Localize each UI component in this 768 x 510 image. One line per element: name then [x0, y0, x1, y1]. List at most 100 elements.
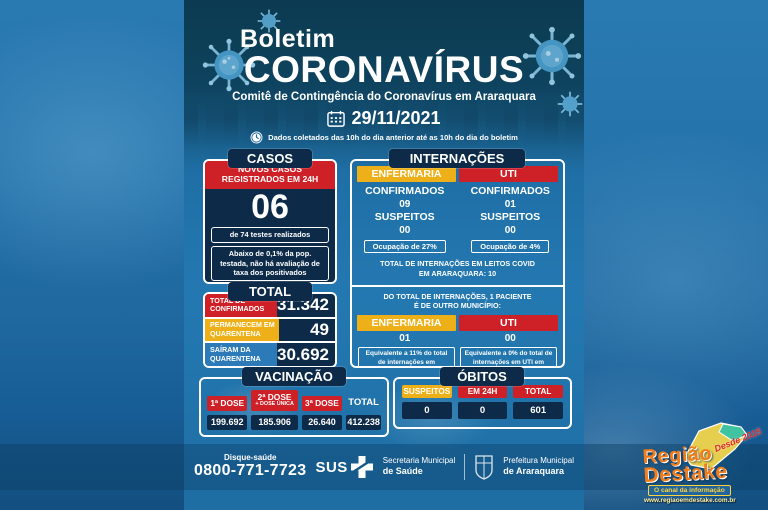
- sairam-quarentena-value: 30.692: [277, 343, 335, 366]
- dose2-label-sub: + DOSE ÚNICA: [255, 401, 294, 408]
- virus-icon: [557, 91, 583, 117]
- obitos-total-label: TOTAL: [513, 385, 564, 398]
- dose1-value: 199.692: [207, 415, 248, 430]
- total-beds-note: TOTAL DE INTERNAÇÕES EM LEITOS COVID EM …: [380, 259, 535, 278]
- health-hotline: Disque-saúde 0800-771-7723: [194, 453, 306, 481]
- sairam-quarentena-label: SAÍRAM DA QUARENTENA: [205, 343, 277, 366]
- confirmados-label: CONFIRMADOS: [365, 185, 445, 197]
- obitos-24h-value: 0: [457, 402, 508, 419]
- vac-total-label: TOTAL: [348, 396, 379, 408]
- dose2-label-main: 2ª DOSE: [257, 391, 292, 402]
- casos-panel: NOVOS CASOS REGISTRADOS EM 24H 06 de 74 …: [203, 159, 337, 284]
- equivalence-row: Equivalente a 11% do total de internaçõe…: [358, 347, 557, 366]
- sus-text: SUS: [315, 458, 348, 476]
- bulletin-card: Boletim CORONAVÍRUS Comitê de Contingênc…: [184, 0, 584, 510]
- casos-header: CASOS: [228, 149, 312, 168]
- sao-paulo-map-icon: [684, 422, 748, 470]
- obitos-total-value: 601: [513, 402, 564, 419]
- ward-stats: CONFIRMADOS 09 SUSPEITOS 00 CONFIRMADOS …: [352, 185, 563, 237]
- city-skyline-texture: [184, 96, 584, 148]
- total-panel: TOTAL DE CONFIRMADOS 31.342 PERMANECEM E…: [203, 292, 337, 368]
- prefeitura-line1: Prefeitura Municipal: [503, 456, 574, 466]
- uti-occupancy: Ocupação de 4%: [471, 240, 550, 254]
- prefeitura-line2: de Araraquara: [503, 466, 564, 477]
- dose2-value: 185.906: [251, 415, 298, 430]
- dose1-label: 1ª DOSE: [207, 395, 248, 411]
- other-city-note: DO TOTAL DE INTERNAÇÕES, 1 PACIENTE É DE…: [383, 291, 532, 311]
- other-enfermaria-value: 01: [399, 333, 411, 345]
- secretaria-line2: de Saúde: [382, 466, 423, 477]
- collection-note-row: Dados coletados das 10h do dia anterior …: [184, 131, 584, 144]
- virus-icon: [257, 9, 281, 33]
- dose2-label: 2ª DOSE + DOSE ÚNICA: [251, 389, 298, 411]
- vacinacao-header: VACINAÇÃO: [242, 367, 346, 386]
- dose3-label: 3ª DOSE: [301, 395, 343, 411]
- new-cases-value: 06: [251, 187, 289, 226]
- brand-tagline: O canal da informação: [648, 485, 731, 496]
- suspeitos-label: SUSPEITOS: [374, 211, 435, 224]
- brand-url: www.regiaoemdestake.com.br: [644, 497, 736, 504]
- prefeitura-block: Prefeitura Municipal de Araraquara: [503, 456, 574, 477]
- bulletin-date: 29/11/2021: [351, 108, 441, 128]
- footer-divider: [464, 454, 466, 480]
- vacinacao-panel: 1ª DOSE 199.692 2ª DOSE + DOSE ÚNICA 185.…: [199, 377, 389, 437]
- table-row: PERMANECEM EM QUARENTENA 49: [205, 318, 335, 344]
- page-title: CORONAVÍRUS: [243, 49, 525, 90]
- other-city-headers: ENFERMARIA UTI: [357, 315, 558, 332]
- sus-logo: SUS: [315, 455, 373, 479]
- tests-note: de 74 testes realizados: [211, 227, 329, 243]
- obitos-suspeitos-value: 0: [402, 402, 452, 419]
- subtitle: Comitê de Contingência do Coronavírus em…: [232, 91, 536, 103]
- dose2-column: 2ª DOSE + DOSE ÚNICA 185.906: [251, 384, 298, 430]
- internacoes-panel: ENFERMARIA UTI CONFIRMADOS 09 SUSPEITOS …: [350, 159, 565, 368]
- quarentena-value: 49: [279, 318, 335, 342]
- enfermaria-header: ENFERMARIA: [357, 166, 456, 182]
- other-city-values: 01 00: [352, 333, 563, 344]
- enfermaria-equivalence-note: Equivalente a 11% do total de internaçõe…: [358, 347, 455, 366]
- city-crest-icon: [475, 454, 493, 480]
- new-cases-banner: NOVOS CASOS REGISTRADOS EM 24H: [205, 161, 335, 189]
- clock-icon: [250, 131, 263, 144]
- uti-header: UTI: [459, 166, 558, 182]
- secretaria-line1: Secretaria Municipal: [382, 456, 456, 466]
- total-header: TOTAL: [228, 282, 312, 301]
- confirmados-label: CONFIRMADOS: [470, 185, 550, 197]
- uti-header: UTI: [459, 315, 558, 332]
- ward-headers: ENFERMARIA UTI: [357, 166, 558, 182]
- suspeitos-label: SUSPEITOS: [480, 211, 541, 224]
- casos-body: 06 de 74 testes realizados Abaixo de 0,1…: [205, 187, 335, 282]
- obitos-header: ÓBITOS: [440, 367, 524, 386]
- enfermaria-occupancy: Ocupação de 27%: [363, 240, 446, 254]
- calendar-icon: [327, 110, 346, 127]
- dose3-value: 26.640: [301, 415, 343, 430]
- internacoes-header: INTERNAÇÕES: [389, 149, 525, 168]
- obitos-suspeitos-label: SUSPEITOS: [402, 385, 452, 398]
- brand-line2: Destake: [642, 460, 729, 488]
- date-row: 29/11/2021: [184, 108, 584, 129]
- rate-note: Abaixo de 0,1% da pop. testada, não há a…: [211, 245, 329, 281]
- obitos-suspeitos-column: SUSPEITOS 0: [402, 385, 452, 419]
- regiao-destake-watermark: Desde 2015 Região Destake O canal da inf…: [640, 419, 767, 507]
- quarentena-label: PERMANECEM EM QUARENTENA: [205, 318, 280, 342]
- uti-suspeitos-value: 00: [504, 225, 516, 237]
- dose3-column: 3ª DOSE 26.640: [301, 384, 343, 430]
- brand-name: Região Destake: [642, 443, 729, 488]
- uti-equivalence-note: Equivalente a 0% do total de internações…: [460, 347, 557, 366]
- bulletin-label: Boletim: [240, 25, 336, 53]
- uti-stats: CONFIRMADOS 01 SUSPEITOS 00: [458, 185, 564, 237]
- occupancy-row: Ocupação de 27% Ocupação de 4%: [352, 240, 563, 254]
- uti-confirmados-value: 01: [504, 199, 516, 211]
- table-row: SAÍRAM DA QUARENTENA 30.692: [205, 343, 335, 366]
- hotline-label: Disque-saúde: [223, 453, 277, 463]
- vac-total-column: TOTAL 412.238: [346, 384, 381, 430]
- footer: Disque-saúde 0800-771-7723 SUS Secretari…: [184, 444, 584, 490]
- vac-total-value: 412.238: [346, 415, 381, 430]
- sus-cross-icon: [350, 456, 373, 478]
- dose1-column: 1ª DOSE 199.692: [207, 384, 248, 430]
- enfermaria-stats: CONFIRMADOS 09 SUSPEITOS 00: [352, 185, 458, 237]
- obitos-24h-label: EM 24H: [457, 385, 508, 398]
- enfermaria-suspeitos-value: 00: [399, 225, 411, 237]
- virus-icon: [202, 38, 256, 92]
- obitos-total-column: TOTAL 601: [513, 385, 564, 419]
